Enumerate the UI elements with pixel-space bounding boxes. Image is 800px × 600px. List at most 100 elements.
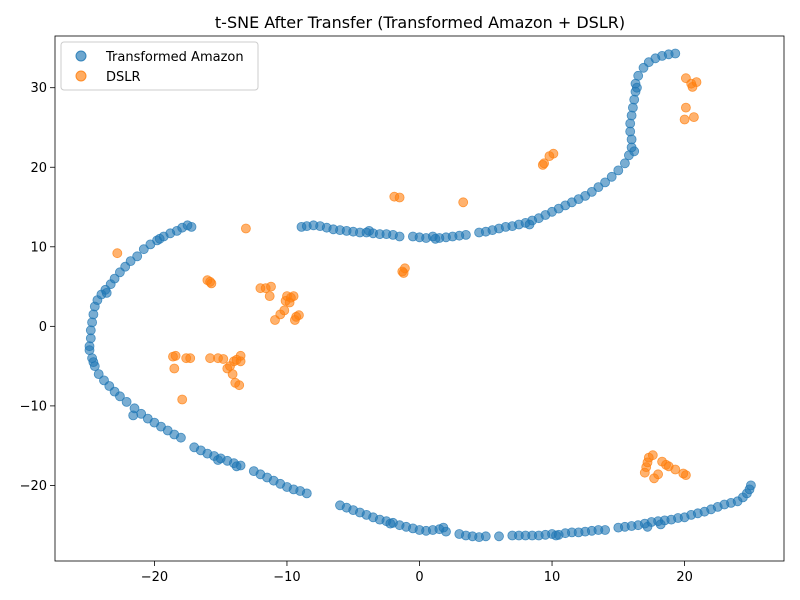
point-transformed-amazon-13 [125, 256, 136, 267]
point-transformed-amazon-23 [186, 221, 197, 232]
y-tick-label: 10 [30, 240, 47, 255]
point-dslr-50 [235, 356, 246, 367]
point-dslr-6 [539, 158, 549, 169]
point-transformed-amazon-3 [87, 317, 97, 328]
plot-frame [54, 35, 785, 562]
point-transformed-amazon-161 [586, 186, 597, 197]
point-transformed-amazon-40 [175, 432, 186, 443]
point-transformed-amazon-186 [213, 455, 223, 465]
point-transformed-amazon-118 [746, 480, 756, 491]
point-dslr-42 [177, 394, 188, 405]
chart-title: t-SNE After Transfer (Transformed Amazon… [215, 13, 625, 32]
point-transformed-amazon-165 [613, 165, 624, 176]
x-tick-label: 0 [415, 570, 423, 585]
point-transformed-amazon-32 [121, 396, 132, 407]
point-transformed-amazon-10 [109, 273, 120, 284]
legend-label-dslr: DSLR [106, 70, 141, 85]
point-transformed-amazon-174 [629, 94, 640, 105]
point-dslr-52 [227, 369, 238, 380]
point-transformed-amazon-190 [551, 530, 561, 541]
point-dslr-1 [240, 223, 251, 234]
point-dslr-0 [112, 248, 123, 259]
point-dslr-25 [279, 305, 290, 316]
point-transformed-amazon-199 [632, 82, 642, 93]
point-transformed-amazon-189 [438, 522, 449, 533]
point-transformed-amazon-177 [633, 70, 644, 81]
point-dslr-33 [280, 295, 291, 306]
point-transformed-amazon-196 [430, 233, 441, 244]
point-transformed-amazon-4 [88, 309, 99, 320]
point-transformed-amazon-197 [524, 219, 535, 230]
point-transformed-amazon-187 [231, 461, 242, 472]
y-tick-label: −20 [20, 479, 47, 494]
point-dslr-18 [206, 278, 217, 289]
legend-box [60, 41, 259, 91]
point-dslr-29 [288, 291, 299, 302]
point-transformed-amazon-134 [394, 231, 405, 242]
point-transformed-amazon-79 [480, 531, 491, 542]
legend: Transformed Amazon DSLR [60, 41, 259, 91]
y-tick-label: 20 [30, 161, 47, 176]
point-dslr-38 [170, 350, 181, 361]
point-transformed-amazon-192 [655, 519, 666, 530]
point-transformed-amazon-198 [629, 146, 640, 157]
point-transformed-amazon-2 [85, 325, 96, 336]
point-transformed-amazon-15 [138, 244, 149, 255]
point-transformed-amazon-193 [101, 287, 112, 298]
point-transformed-amazon-184 [88, 357, 99, 368]
x-tick-label: −10 [273, 570, 300, 585]
points-layer [84, 48, 756, 542]
point-transformed-amazon-166 [620, 158, 630, 169]
point-transformed-amazon-171 [625, 118, 636, 129]
point-dslr-36 [397, 266, 408, 277]
point-transformed-amazon-143 [460, 229, 471, 240]
point-dslr-40 [185, 353, 196, 364]
legend-label-transformed-amazon: Transformed Amazon [105, 50, 244, 65]
point-dslr-4 [458, 197, 469, 208]
point-transformed-amazon-80 [494, 531, 504, 542]
point-transformed-amazon-185 [128, 410, 139, 421]
point-dslr-22 [264, 291, 275, 302]
point-transformed-amazon-173 [628, 102, 638, 113]
point-dslr-13 [681, 102, 691, 113]
point-dslr-14 [679, 114, 690, 125]
point-dslr-32 [293, 310, 304, 321]
point-dslr-15 [689, 112, 699, 122]
point-transformed-amazon-194 [154, 233, 165, 244]
point-dslr-8 [548, 148, 559, 159]
point-dslr-21 [266, 281, 276, 292]
point-transformed-amazon-172 [626, 110, 637, 121]
point-transformed-amazon-164 [606, 171, 617, 182]
point-dslr-3 [394, 192, 405, 203]
y-tick-label: 0 [39, 320, 47, 335]
y-tick-label: −10 [20, 399, 47, 414]
x-tick-label: 20 [676, 570, 693, 585]
x-tick-label: 10 [544, 570, 561, 585]
axes-layer: −20 −10 0 10 20 −20 −10 0 10 20 30 [20, 81, 693, 585]
point-dslr-65 [670, 464, 681, 475]
y-tick-label: 30 [30, 81, 47, 96]
point-transformed-amazon-162 [593, 182, 604, 193]
x-tick-label: −20 [141, 570, 168, 585]
point-transformed-amazon-163 [600, 177, 610, 188]
point-dslr-12 [691, 77, 702, 87]
point-dslr-61 [653, 469, 663, 480]
point-transformed-amazon-27 [93, 369, 104, 380]
point-transformed-amazon-14 [132, 251, 143, 262]
point-transformed-amazon-195 [364, 225, 375, 236]
point-transformed-amazon-191 [642, 521, 653, 532]
point-transformed-amazon-57 [301, 488, 312, 499]
legend-marker-dslr [75, 70, 87, 82]
point-transformed-amazon-188 [385, 518, 396, 529]
point-transformed-amazon-183 [670, 48, 681, 59]
point-transformed-amazon-169 [626, 134, 637, 145]
point-transformed-amazon-31 [115, 391, 125, 402]
point-dslr-67 [681, 470, 691, 481]
point-dslr-41 [169, 363, 180, 374]
point-dslr-45 [218, 354, 229, 364]
point-dslr-54 [234, 380, 245, 391]
legend-marker-transformed-amazon [75, 50, 87, 62]
point-dslr-59 [647, 450, 658, 461]
point-transformed-amazon-95 [600, 525, 610, 535]
